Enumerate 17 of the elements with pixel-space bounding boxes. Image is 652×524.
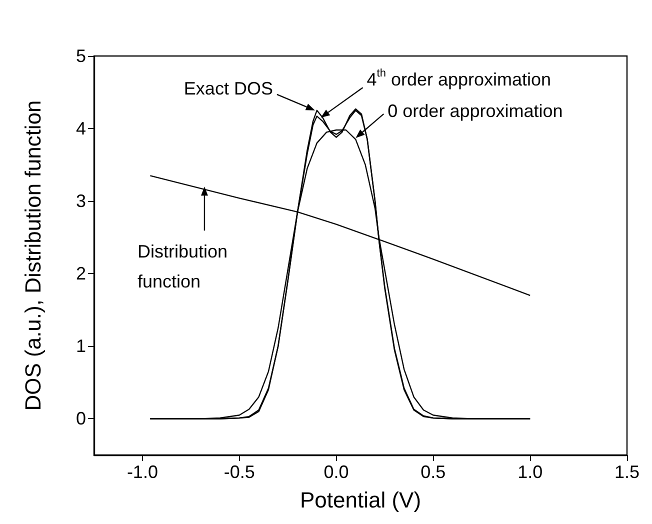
y-tick-label: 0 [76, 408, 86, 429]
y-tick-label: 4 [76, 118, 86, 139]
y-tick-label: 5 [76, 46, 86, 66]
annotation: 0 order approximation [388, 100, 563, 121]
x-axis-title: Potential (V) [300, 488, 422, 512]
annotation: Distribution function [137, 242, 228, 292]
x-tick-label: 1.0 [518, 462, 543, 482]
x-tick-label: -0.5 [224, 462, 255, 482]
x-tick-label: 0.5 [420, 462, 446, 482]
annotation: Exact DOS [184, 78, 273, 98]
y-tick-label: 3 [76, 191, 86, 212]
y-tick-label: 1 [76, 336, 86, 356]
y-tick-label: 2 [76, 264, 86, 284]
x-tick-label: 0.0 [324, 462, 349, 482]
y-axis-title: DOS (a.u.), Distribution function [20, 100, 46, 411]
x-tick-label: 1.5 [614, 462, 640, 482]
x-tick-label: -1.0 [126, 462, 158, 482]
